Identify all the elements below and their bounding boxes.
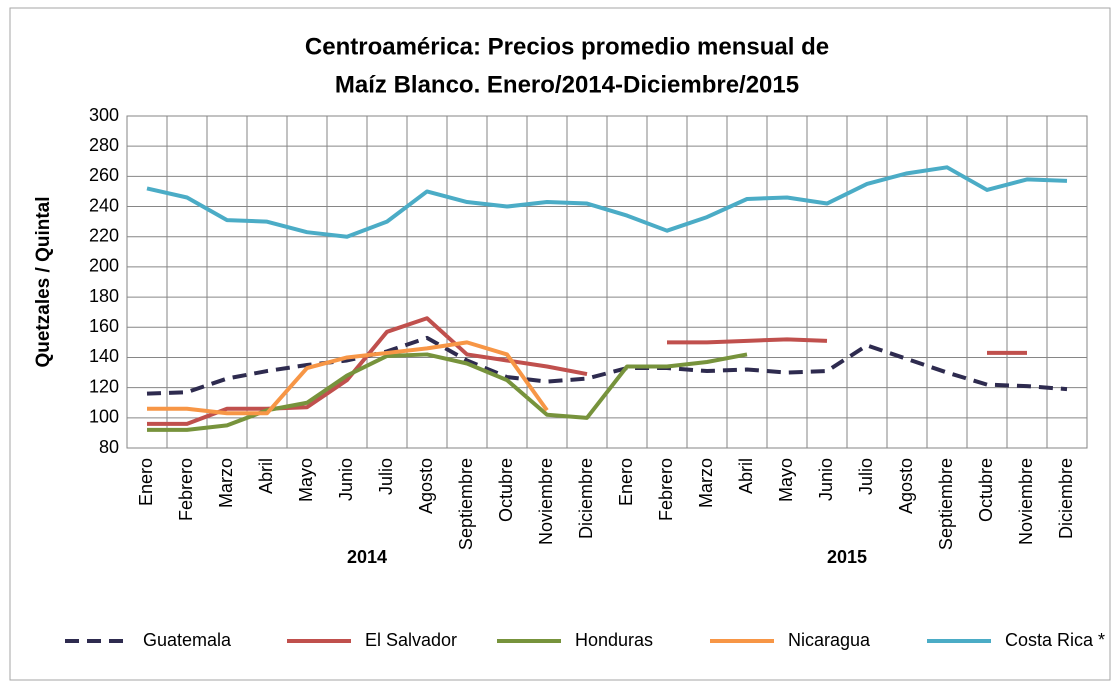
x-tick-label: Junio <box>336 458 356 501</box>
x-tick-label: Noviembre <box>1016 458 1036 545</box>
chart-frame <box>9 7 1111 681</box>
x-tick-label: Junio <box>816 458 836 501</box>
x-tick-label: Marzo <box>696 458 716 508</box>
series-line <box>147 352 748 432</box>
chart-subtitle: Maíz Blanco. Enero/2014-Diciembre/2015 <box>335 71 799 98</box>
chart-title: Centroamérica: Precios promedio mensual … <box>305 33 829 60</box>
y-tick-label: 80 <box>99 437 119 457</box>
x-tick-label: Octubre <box>976 458 996 522</box>
x-tick-label: Abril <box>736 458 756 494</box>
legend-label: Nicaragua <box>788 630 871 650</box>
x-tick-label: Octubre <box>496 458 516 522</box>
series-line <box>146 165 1068 239</box>
x-tick-label: Diciembre <box>576 458 596 539</box>
x-tick-label: Enero <box>136 458 156 506</box>
x-tick-label: Noviembre <box>536 458 556 545</box>
legend-label: Honduras <box>575 630 653 650</box>
x-tick-label: Agosto <box>896 458 916 514</box>
x-tick-label: Septiembre <box>456 458 476 550</box>
legend-label: El Salvador <box>365 630 457 650</box>
y-tick-label: 140 <box>89 346 119 366</box>
y-tick-label: 180 <box>89 286 119 306</box>
x-tick-label: Febrero <box>656 458 676 521</box>
series-line <box>147 340 549 416</box>
y-tick-label: 280 <box>89 135 119 155</box>
y-tick-label: 260 <box>89 165 119 185</box>
x-tick-label: Mayo <box>776 458 796 502</box>
x-tick-label: Julio <box>376 458 396 495</box>
y-tick-label: 100 <box>89 407 119 427</box>
x-tick-label: Febrero <box>176 458 196 521</box>
y-tick-label: 220 <box>89 225 119 245</box>
y-tick-label: 240 <box>89 195 119 215</box>
legend-label: Guatemala <box>143 630 232 650</box>
x-group-label: 2014 <box>347 547 387 567</box>
y-tick-label: 300 <box>89 105 119 125</box>
y-tick-label: 120 <box>89 376 119 396</box>
x-group-label: 2015 <box>827 547 867 567</box>
y-tick-label: 160 <box>89 316 119 336</box>
x-tick-label: Diciembre <box>1056 458 1076 539</box>
plot-border <box>126 115 1088 449</box>
series-line <box>146 335 1068 396</box>
x-tick-label: Enero <box>616 458 636 506</box>
y-tick-label: 200 <box>89 256 119 276</box>
x-tick-label: Septiembre <box>936 458 956 550</box>
x-tick-label: Marzo <box>216 458 236 508</box>
legend-label: Costa Rica * <box>1005 630 1105 650</box>
x-tick-label: Abril <box>256 458 276 494</box>
y-axis-title: Quetzales / Quintal <box>33 196 54 367</box>
x-tick-label: Agosto <box>416 458 436 514</box>
x-tick-label: Julio <box>856 458 876 495</box>
x-tick-label: Mayo <box>296 458 316 502</box>
